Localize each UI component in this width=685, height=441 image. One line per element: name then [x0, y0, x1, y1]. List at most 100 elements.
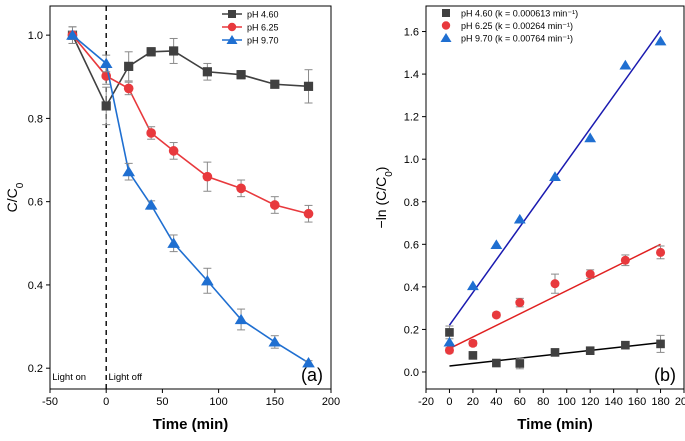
y-tick-label: 1.0	[404, 154, 419, 166]
data-point	[549, 171, 561, 181]
data-point	[302, 357, 315, 368]
legend-marker	[440, 33, 452, 42]
data-point	[101, 101, 111, 111]
data-point	[168, 146, 179, 156]
data-point	[444, 345, 454, 355]
x-axis-label: Time (min)	[517, 416, 593, 433]
x-axis-label: Time (min)	[153, 416, 229, 433]
x-tick-label: 0	[446, 396, 452, 408]
data-point	[66, 29, 79, 40]
data-point	[584, 132, 597, 143]
data-point	[303, 81, 314, 91]
legend-marker	[228, 10, 236, 18]
y-tick-label: 0.2	[28, 363, 43, 375]
data-point	[202, 67, 212, 77]
legend: pH 4.60 pH 6.25 pH 9.70	[222, 10, 279, 46]
series-3	[443, 35, 667, 347]
y-tick-label: 1.0	[28, 30, 43, 42]
y-tick-label: 1.4	[404, 69, 419, 81]
series-1	[445, 325, 665, 370]
data-point	[550, 279, 560, 289]
data-point	[169, 46, 179, 56]
legend-label: pH 6.25	[247, 23, 279, 33]
data-point	[492, 358, 501, 368]
x-tick-label: 160	[628, 396, 646, 408]
legend-marker	[226, 35, 238, 44]
data-point	[550, 348, 560, 357]
x-tick-label: 120	[581, 396, 599, 408]
series-2	[444, 245, 666, 355]
x-tick-label: 100	[209, 396, 227, 408]
y-tick-label: 0.4	[404, 282, 419, 294]
x-tick-label: 50	[156, 396, 168, 408]
plot-frame	[49, 5, 332, 390]
panel-a: -50 0 50 100 150 200 0.2 0.4 0.6 0.8 1.0 Time (min)…	[4, 5, 340, 433]
data-point	[490, 239, 503, 250]
data-point	[167, 237, 180, 248]
series-2	[67, 30, 314, 223]
data-point	[656, 247, 666, 257]
panel-b: -20 0 20 40 60 80 100 120 140 160 180 200 0.0 0.2 0.4 0…	[373, 5, 685, 433]
data-point	[201, 275, 214, 286]
data-point	[619, 59, 632, 70]
data-point	[202, 171, 213, 182]
x-tick-label: 40	[490, 396, 502, 408]
x-tick-label: 150	[266, 396, 284, 408]
data-point	[466, 280, 479, 291]
x-tick-label: 200	[322, 396, 340, 408]
legend-label: pH 4.60 (k = 0.000613 min⁻¹)	[461, 9, 578, 19]
x-tick-label: 200	[675, 396, 685, 408]
y-tick-label: 0.0	[404, 367, 419, 379]
y-tick-label: 1.6	[404, 27, 419, 39]
legend-label: pH 4.60	[247, 10, 279, 20]
y-tick-label: 1.2	[404, 112, 419, 124]
data-point	[146, 128, 156, 138]
legend-label: pH 9.70	[247, 36, 279, 46]
data-point	[144, 199, 158, 210]
series-3	[66, 26, 315, 368]
data-point	[515, 359, 525, 368]
legend: pH 4.60 (k = 0.000613 min⁻¹) pH 6.25 (k =…	[440, 9, 578, 44]
legend-label: pH 9.70 (k = 0.00764 min⁻¹)	[461, 34, 573, 44]
data-point	[269, 200, 280, 210]
y-tick-label: 0.4	[28, 280, 43, 292]
light-off-annotation: Light off	[108, 372, 142, 383]
data-point	[270, 79, 280, 89]
data-point	[468, 351, 478, 360]
data-point	[468, 338, 478, 348]
data-point	[585, 346, 595, 355]
legend-label: pH 6.25 (k = 0.00264 min⁻¹)	[461, 21, 573, 31]
legend-marker	[227, 22, 237, 32]
x-tick-label: 20	[467, 396, 479, 408]
data-point	[122, 165, 136, 177]
panel-label: (b)	[654, 365, 676, 385]
y-tick-label: 0.8	[28, 113, 43, 125]
data-point	[656, 339, 665, 349]
x-tick-label: 140	[604, 396, 622, 408]
data-point	[654, 35, 667, 46]
y-tick-label: 0.6	[404, 239, 419, 251]
data-point	[236, 70, 246, 80]
data-point	[303, 208, 314, 219]
data-point	[234, 313, 248, 325]
x-tick-label: 60	[514, 396, 526, 408]
data-point	[99, 57, 113, 69]
plot-frame	[425, 5, 685, 390]
data-point	[268, 336, 282, 347]
x-tick-label: 0	[103, 396, 109, 408]
data-point	[146, 47, 156, 57]
y-axis-label: −ln (C/C0)	[373, 167, 395, 229]
data-point	[123, 83, 134, 94]
y-tick-label: 0.2	[404, 324, 419, 336]
data-point	[515, 298, 525, 308]
data-point	[443, 336, 456, 347]
x-tick-label: -20	[418, 396, 434, 408]
data-point	[236, 183, 246, 194]
panel-label: (a)	[301, 365, 323, 385]
data-point	[585, 269, 595, 279]
legend-marker	[441, 21, 451, 30]
data-point	[620, 255, 630, 265]
x-tick-label: 80	[537, 396, 549, 408]
x-tick-label: 100	[558, 396, 576, 408]
